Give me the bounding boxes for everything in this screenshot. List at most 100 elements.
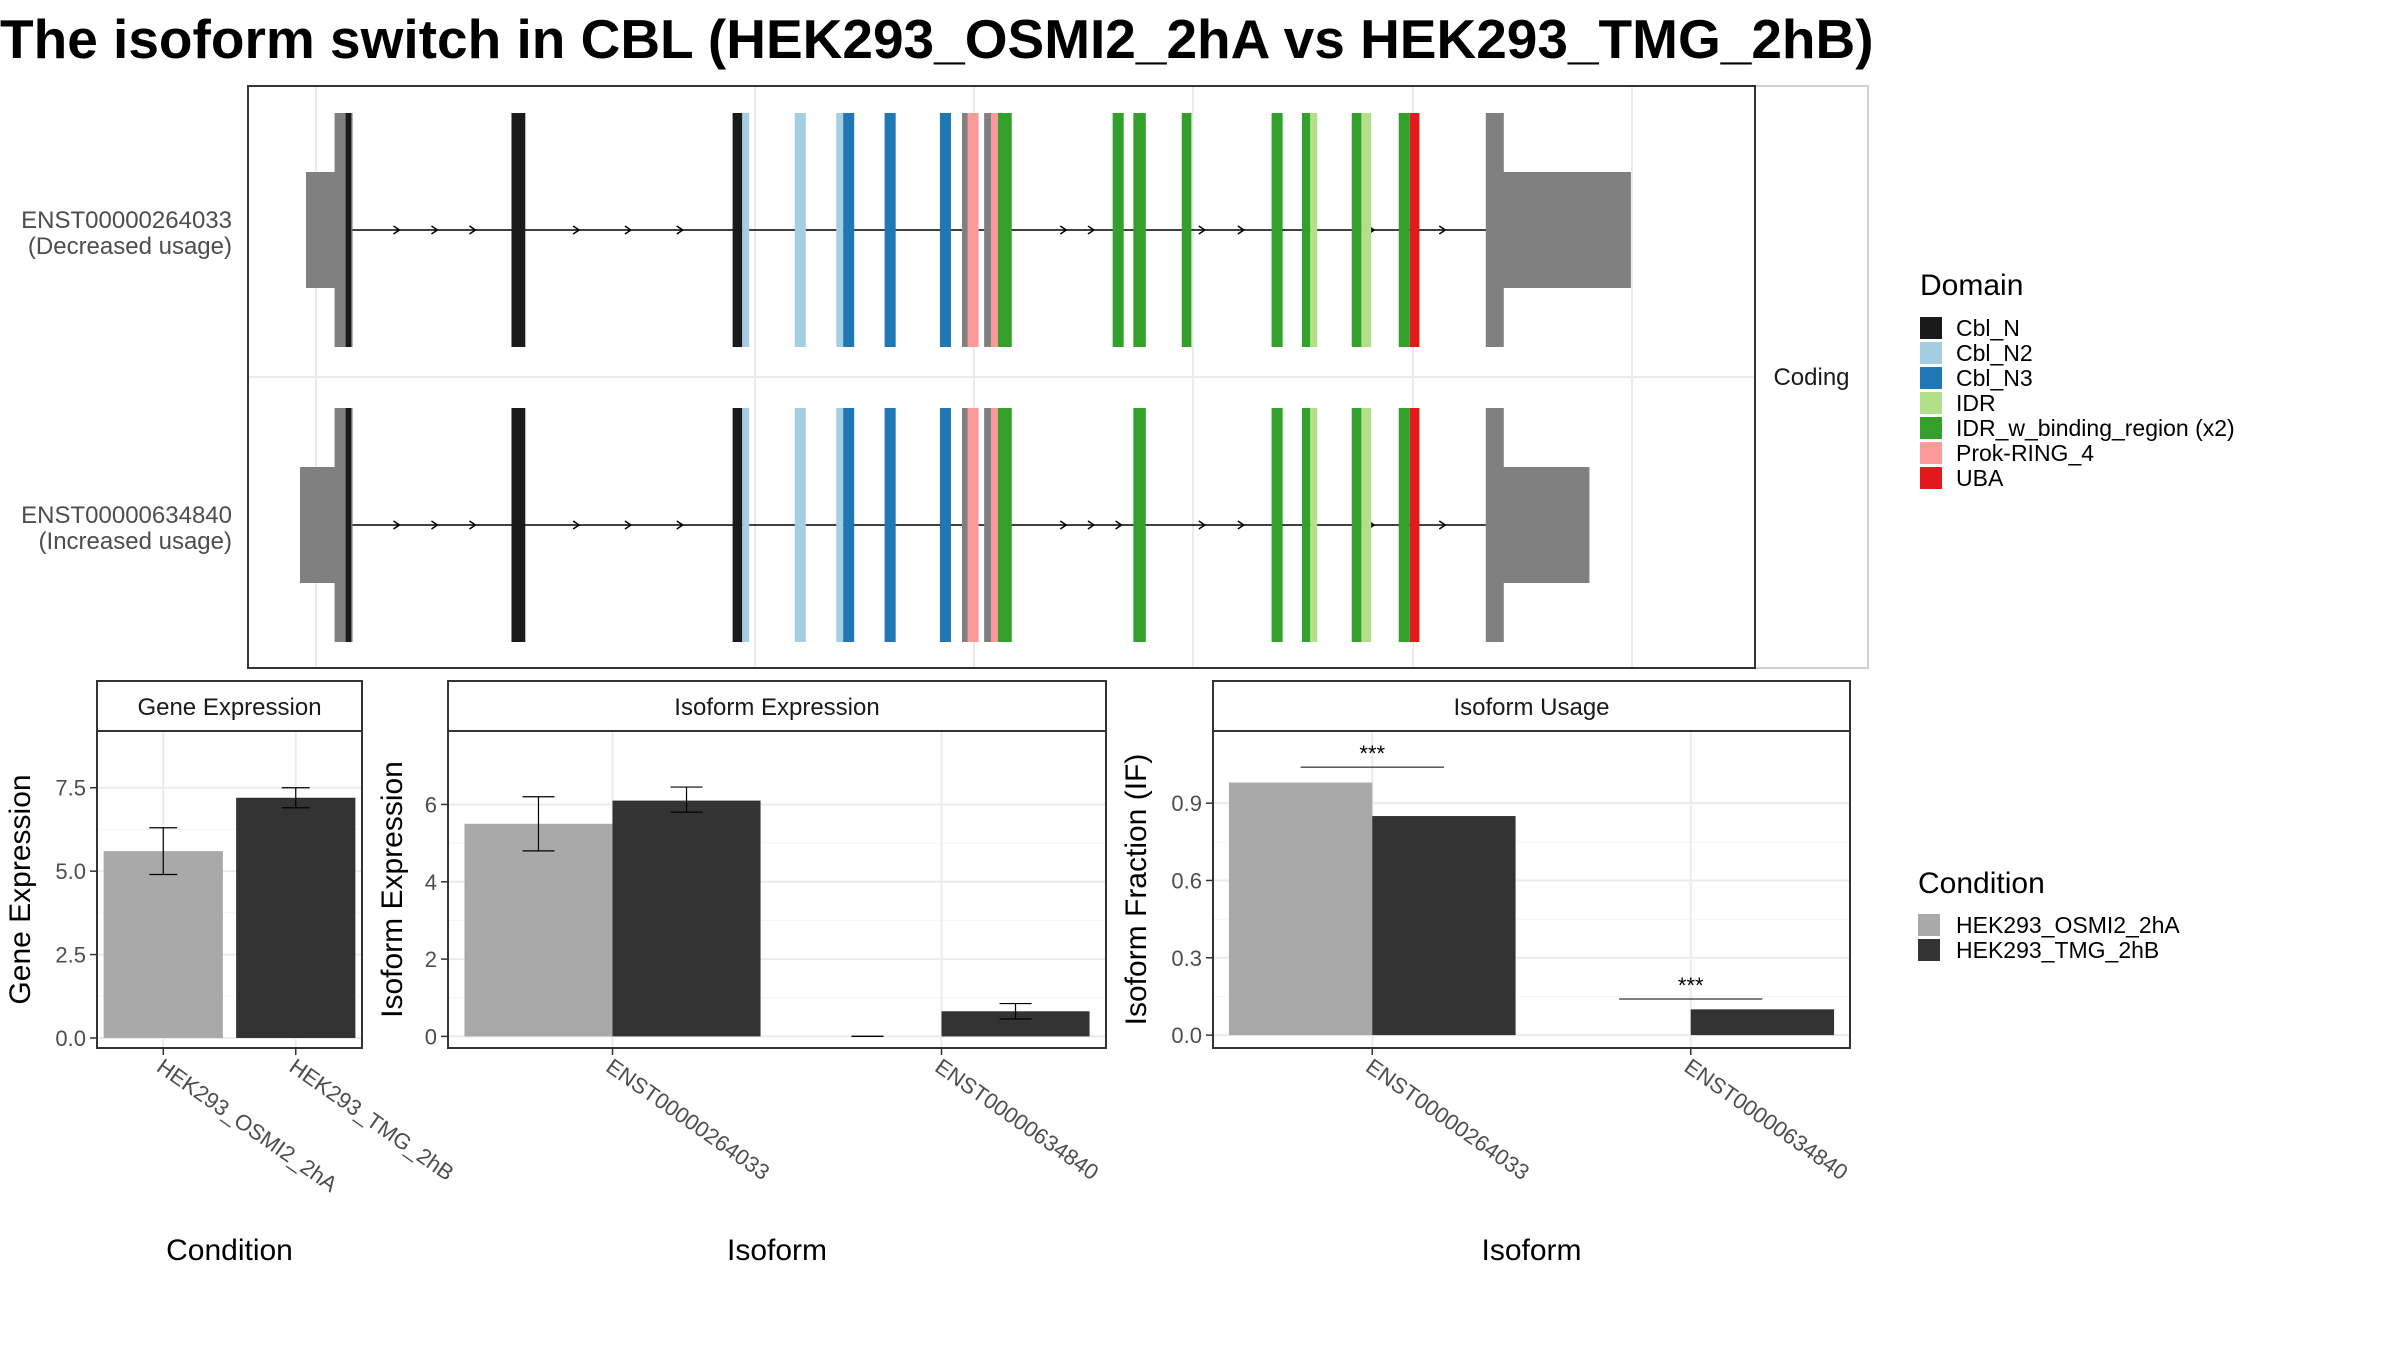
intron-arrow [469,225,477,235]
domain-block [884,408,896,642]
legend-label: UBA [1956,465,2004,491]
domain-block [732,408,743,642]
y-tick-label: 0.0 [1171,1023,1202,1048]
isoform-usage-label: (Increased usage) [39,528,232,555]
chart-title: The isoform switch in CBL (HEK293_OSMI2_… [0,8,1874,70]
domain-block [1301,408,1311,642]
intron-arrow [572,520,581,530]
bar [464,823,613,1037]
domain-block [732,113,743,347]
y-tick-label: 5.0 [55,859,86,884]
domain-block [1409,408,1420,642]
intron-arrow [1059,520,1068,530]
legend-label: Cbl_N2 [1956,340,2033,366]
domain-block [742,408,750,642]
domain-block [991,408,998,642]
domain-block [511,408,526,642]
legend-label: Cbl_N [1956,315,2020,341]
intron-arrow [1198,520,1207,530]
x-tick-label: ENST00000634840 [1680,1054,1853,1185]
x-tick-label: ENST00000264033 [1361,1054,1534,1185]
y-tick-label: 2.5 [55,943,86,968]
intron-arrow [1115,520,1123,530]
bar [1228,782,1373,1036]
domain-block [967,113,979,347]
domain-block [794,113,806,347]
domain-block [884,113,896,347]
exon-backing [984,408,992,642]
legend-swatch [1918,914,1940,936]
legend-swatch [1920,342,1942,364]
isoform-expression-panel: Isoform Expression 0 2 4 6 ENST00000264033 ENS… [376,680,1107,1267]
domain-block [939,408,951,642]
y-tick-label: 7.5 [55,776,86,801]
panel-strip [1212,680,1851,732]
domain-block [1409,113,1420,347]
domain-block [1181,113,1192,347]
intron-arrow [676,520,685,530]
panel-strip-label: Isoform Expression [674,694,879,721]
legend-label: HEK293_OSMI2_2hA [1956,912,2180,938]
legend-swatch [1920,367,1942,389]
y-tick-label: 6 [425,792,437,817]
utr3-exon [1485,113,1504,347]
bar [236,797,356,1038]
domain-block [843,408,855,642]
domain-legend: Domain Cbl_NCbl_N2Cbl_N3IDRIDR_w_binding_… [1920,269,2235,491]
domain-block [1310,113,1318,347]
domain-block [939,113,951,347]
intron-arrow [393,225,401,235]
domain-block [511,113,526,347]
intron-arrow [624,225,633,235]
y-tick-label: 4 [425,870,437,895]
y-tick-label: 0 [425,1024,437,1049]
significance-label: *** [1678,973,1704,998]
legend-label: IDR_w_binding_region (x2) [1956,415,2235,441]
x-axis-title: Isoform [727,1234,827,1267]
y-axis-title: Isoform Fraction (IF) [1120,754,1153,1026]
domain-block [345,408,352,642]
domain-block [794,408,806,642]
utr3-block [1492,172,1631,288]
domain-block [1271,408,1283,642]
isoform-label: ENST00000634840 [21,502,232,529]
legend-label: Prok-RING_4 [1956,440,2094,466]
legend-label: IDR [1956,390,1996,416]
legend-swatch [1920,317,1942,339]
bar [1690,1009,1835,1036]
domain-block [1361,408,1372,642]
intron-arrow [431,520,439,530]
domain-block [991,113,998,347]
structure-panel-border [247,85,1756,669]
panel-strip [96,680,363,732]
intron-arrow [469,520,477,530]
domain-block [1271,113,1283,347]
intron-arrow [1237,225,1246,235]
bar [103,851,223,1038]
domain-block [836,408,844,642]
legend-swatch [1920,392,1942,414]
intron-arrow [1438,225,1447,235]
utr3-block [1492,467,1590,583]
bar [612,800,761,1037]
domain-block [1301,113,1311,347]
y-axis-title: Gene Expression [4,774,37,1004]
utr3-exon [1485,408,1504,642]
domain-block [967,408,979,642]
x-axis-title: Condition [166,1234,293,1267]
x-axis-title: Isoform [1481,1234,1581,1267]
legend-title: Domain [1920,269,2023,302]
panel-border [1212,730,1851,1049]
intron-arrow [1087,520,1096,530]
intron-arrow [431,225,439,235]
y-tick-label: 0.0 [55,1026,86,1051]
x-tick-label: ENST00000264033 [602,1054,775,1185]
x-tick-label: ENST00000634840 [931,1054,1104,1185]
domain-block [997,408,1012,642]
exon-backing [984,113,992,347]
domain-block [345,113,352,347]
panel-border [447,730,1107,1049]
gene-structure-panel: Coding ENST00000264033(Decreased usage) EN… [21,85,1869,669]
